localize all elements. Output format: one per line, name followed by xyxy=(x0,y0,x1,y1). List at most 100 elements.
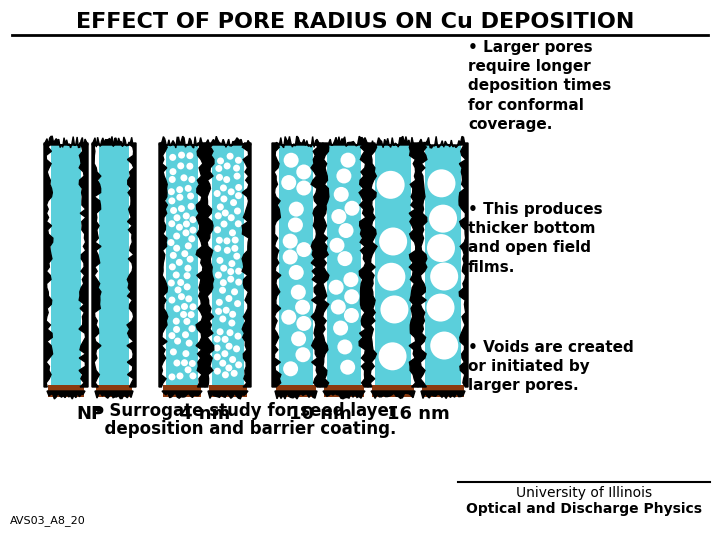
Polygon shape xyxy=(409,143,418,387)
Circle shape xyxy=(178,152,185,159)
Circle shape xyxy=(182,230,189,237)
Circle shape xyxy=(184,272,191,279)
Circle shape xyxy=(189,176,195,183)
Circle shape xyxy=(174,338,181,345)
Polygon shape xyxy=(208,391,248,399)
Circle shape xyxy=(235,157,242,164)
Circle shape xyxy=(214,368,221,375)
Polygon shape xyxy=(320,143,329,387)
Circle shape xyxy=(216,299,222,306)
Circle shape xyxy=(168,188,175,195)
Polygon shape xyxy=(92,143,101,387)
Circle shape xyxy=(173,326,180,333)
Circle shape xyxy=(282,310,296,325)
Bar xyxy=(212,145,244,385)
Circle shape xyxy=(228,320,235,327)
Circle shape xyxy=(214,190,220,197)
Polygon shape xyxy=(272,143,281,387)
Polygon shape xyxy=(205,143,214,387)
Circle shape xyxy=(338,340,352,354)
Circle shape xyxy=(217,257,223,264)
Circle shape xyxy=(228,214,235,221)
Text: NP: NP xyxy=(76,405,104,423)
Circle shape xyxy=(189,216,197,223)
Circle shape xyxy=(184,284,191,291)
Polygon shape xyxy=(311,143,320,387)
Polygon shape xyxy=(162,391,202,398)
Circle shape xyxy=(186,340,193,347)
Circle shape xyxy=(429,205,457,233)
Polygon shape xyxy=(159,143,168,387)
Bar xyxy=(324,385,364,397)
Circle shape xyxy=(231,288,238,295)
Circle shape xyxy=(330,238,344,253)
Circle shape xyxy=(340,360,355,375)
Bar xyxy=(279,145,313,385)
Bar xyxy=(166,145,198,385)
Bar xyxy=(163,385,201,397)
Circle shape xyxy=(189,325,195,332)
Circle shape xyxy=(176,224,183,231)
Text: 10 nm: 10 nm xyxy=(289,405,351,423)
Polygon shape xyxy=(371,391,415,399)
Circle shape xyxy=(189,303,197,310)
Circle shape xyxy=(184,265,192,272)
Bar xyxy=(51,145,81,385)
Polygon shape xyxy=(272,136,320,148)
Circle shape xyxy=(377,171,405,199)
Circle shape xyxy=(431,332,458,360)
Circle shape xyxy=(377,263,405,291)
Circle shape xyxy=(181,303,188,310)
Circle shape xyxy=(176,194,184,201)
Text: • This produces
thicker bottom
and open field
films.: • This produces thicker bottom and open … xyxy=(468,202,603,275)
Circle shape xyxy=(232,237,239,244)
Polygon shape xyxy=(47,391,85,399)
Bar xyxy=(375,145,411,385)
Polygon shape xyxy=(418,137,468,148)
Circle shape xyxy=(180,311,187,318)
Circle shape xyxy=(215,165,222,172)
Circle shape xyxy=(216,174,223,181)
Circle shape xyxy=(168,332,176,339)
Circle shape xyxy=(234,207,241,214)
Circle shape xyxy=(233,346,240,352)
Polygon shape xyxy=(44,143,53,387)
Circle shape xyxy=(227,153,233,160)
Polygon shape xyxy=(421,391,465,399)
Polygon shape xyxy=(159,136,205,148)
Text: Optical and Discharge Physics: Optical and Discharge Physics xyxy=(466,502,702,516)
Text: • Surrogate study for seed layer: • Surrogate study for seed layer xyxy=(93,402,397,420)
Circle shape xyxy=(168,296,176,303)
Circle shape xyxy=(233,173,240,180)
Circle shape xyxy=(217,328,224,335)
Circle shape xyxy=(168,374,176,380)
Circle shape xyxy=(427,234,455,262)
Circle shape xyxy=(295,347,310,362)
Circle shape xyxy=(214,245,221,252)
Circle shape xyxy=(178,205,185,212)
Circle shape xyxy=(235,192,242,199)
Circle shape xyxy=(220,220,228,227)
Circle shape xyxy=(215,272,222,279)
Circle shape xyxy=(289,265,304,280)
Text: AVS03_A8_20: AVS03_A8_20 xyxy=(10,515,86,526)
Circle shape xyxy=(283,249,297,265)
Circle shape xyxy=(228,276,234,282)
Circle shape xyxy=(184,318,190,325)
Circle shape xyxy=(288,218,303,232)
Circle shape xyxy=(215,212,222,219)
Circle shape xyxy=(182,350,189,357)
Circle shape xyxy=(334,187,348,202)
Circle shape xyxy=(178,293,185,300)
Circle shape xyxy=(229,356,236,363)
Circle shape xyxy=(176,373,184,380)
Circle shape xyxy=(235,220,242,227)
Circle shape xyxy=(344,201,359,216)
Circle shape xyxy=(223,176,230,183)
Circle shape xyxy=(174,286,181,293)
Circle shape xyxy=(225,343,233,350)
Circle shape xyxy=(170,207,177,214)
Circle shape xyxy=(291,285,306,300)
Circle shape xyxy=(168,280,175,287)
Bar xyxy=(209,385,247,397)
